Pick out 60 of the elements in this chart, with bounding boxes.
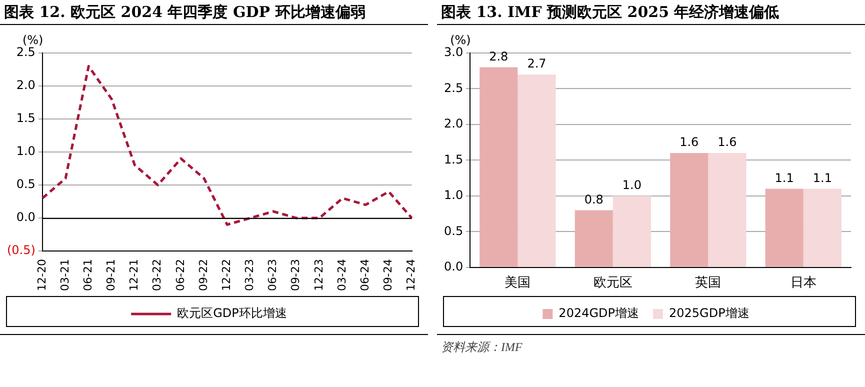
chart-title: 图表 13. IMF 预测欧元区 2025 年经济增速偏低 (437, 0, 865, 25)
x-tick-label: 12-20 (35, 259, 48, 292)
x-tick-label: 09-21 (104, 259, 118, 292)
legend-label: 2024GDP增速 (558, 306, 640, 320)
x-tick-label: 美国 (504, 274, 531, 291)
y-tick-label: 1.5 (16, 111, 36, 126)
bar (670, 153, 708, 267)
data-label: 2.8 (489, 49, 508, 64)
x-tick-label: 06-24 (358, 259, 372, 292)
x-tick-label: 03-24 (335, 259, 348, 292)
y-tick-label: (0.5) (6, 243, 36, 258)
y-tick-label: 0.0 (444, 260, 464, 274)
legend-label: 欧元区GDP环比增速 (177, 306, 287, 320)
y-tick-label: 1.0 (16, 144, 36, 158)
data-label: 1.0 (622, 178, 642, 192)
y-tick-label: 2.5 (16, 45, 36, 60)
y-axis-title: (%) (450, 33, 471, 48)
y-tick-label: 0.5 (444, 224, 464, 238)
data-label: 0.8 (584, 192, 604, 206)
y-tick-label: 1.5 (444, 152, 464, 166)
bar (765, 188, 804, 267)
y-tick-label: 3.0 (444, 45, 464, 60)
bar (803, 188, 842, 267)
data-label: 1.1 (812, 170, 832, 185)
y-tick-label: 0.0 (16, 210, 36, 224)
data-label: 1.6 (718, 135, 737, 150)
x-tick-label: 09-23 (289, 259, 302, 292)
x-tick-label: 12-21 (128, 259, 141, 292)
x-tick-label: 03-21 (58, 259, 72, 292)
y-axis-title: (%) (22, 33, 44, 48)
bar (574, 210, 613, 267)
chart-title: 图表 12. 欧元区 2024 年四季度 GDP 环比增速偏弱 (0, 0, 428, 25)
data-label: 1.6 (680, 135, 699, 150)
y-tick-label: 1.0 (444, 188, 464, 202)
x-tick-label: 12-23 (312, 259, 326, 292)
x-tick-label: 欧元区 (593, 276, 632, 291)
data-label: 2.7 (527, 56, 546, 71)
x-tick-label: 日本 (790, 276, 816, 291)
x-tick-label: 12-24 (404, 259, 418, 292)
data-label: 1.1 (774, 170, 794, 185)
bar (480, 67, 518, 267)
bar (612, 196, 652, 267)
x-tick-label: 09-24 (382, 259, 395, 292)
line-series (41, 64, 414, 226)
x-tick-label: 英国 (695, 276, 722, 291)
x-tick-label: 03-22 (150, 259, 164, 292)
x-tick-label: 06-22 (174, 259, 187, 292)
x-tick-label: 03-23 (243, 259, 256, 292)
text: 资料来源：IMF (437, 334, 865, 356)
y-tick-label: 2.0 (444, 116, 464, 131)
y-tick-label: 0.5 (16, 177, 36, 192)
x-tick-label: 09-22 (196, 259, 210, 292)
bar (708, 153, 746, 267)
x-tick-label: 06-23 (266, 259, 280, 292)
bar (518, 74, 556, 267)
legend-label: 2025GDP增速 (669, 306, 750, 320)
y-tick-label: 2.5 (444, 80, 464, 95)
x-tick-label: 12-22 (220, 259, 233, 292)
y-tick-label: 2.0 (16, 78, 36, 92)
x-tick-label: 06-21 (81, 259, 94, 292)
